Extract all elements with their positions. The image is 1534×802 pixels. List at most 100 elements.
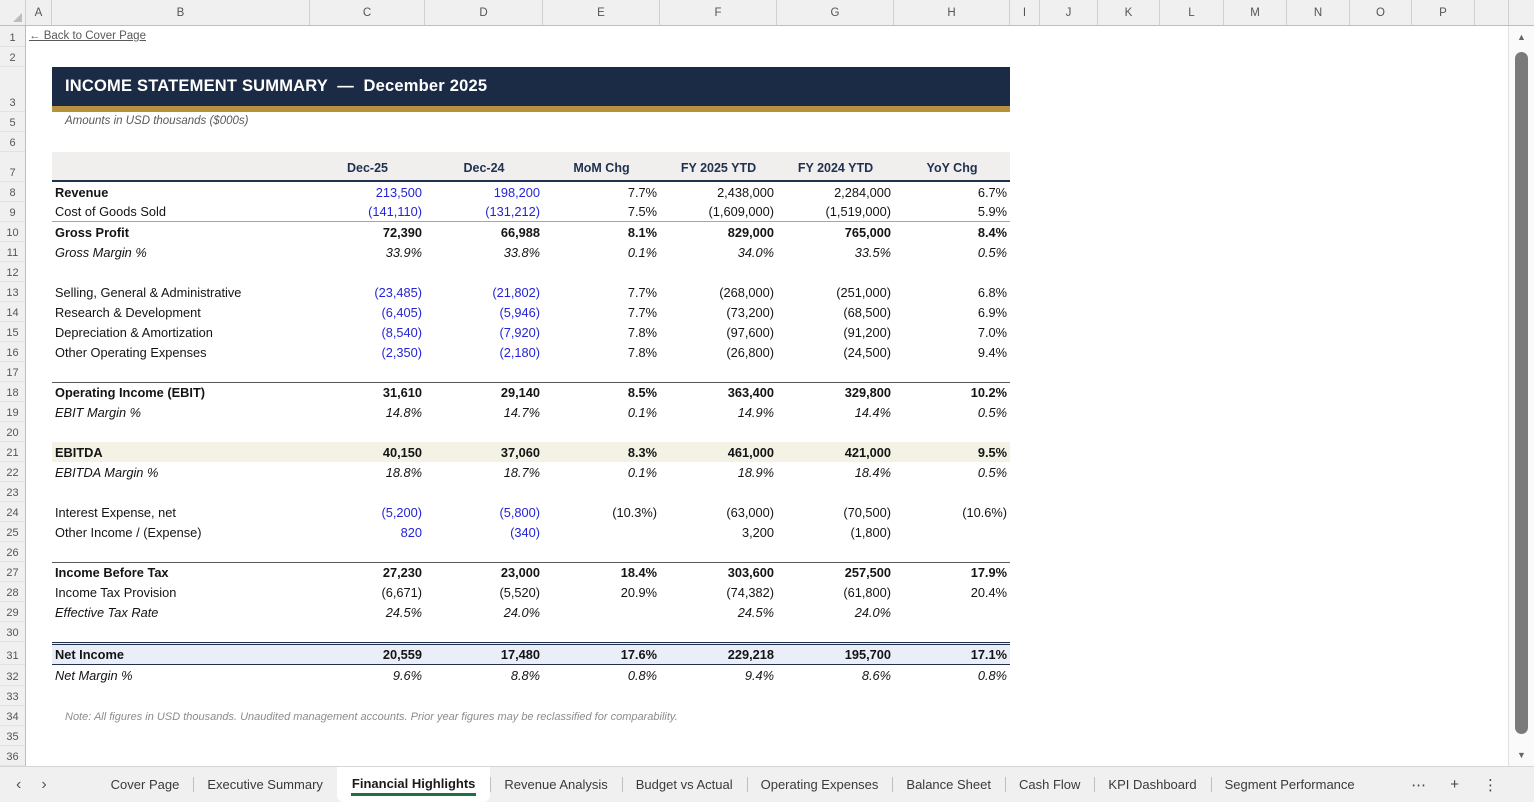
value-cell[interactable]: 0.5% <box>977 464 1007 480</box>
column-header-H[interactable]: H <box>894 0 1010 25</box>
value-cell[interactable]: 24.5% <box>737 604 774 620</box>
value-cell[interactable]: 17.6% <box>620 647 657 662</box>
value-cell[interactable]: 213,500 <box>375 184 422 200</box>
row-label[interactable]: Income Tax Provision <box>55 584 177 600</box>
column-header-E[interactable]: E <box>543 0 660 25</box>
value-cell[interactable]: (131,212) <box>485 204 540 219</box>
row-label[interactable]: Selling, General & Administrative <box>55 284 242 300</box>
value-cell[interactable]: 20,559 <box>382 647 422 662</box>
row-label[interactable]: Gross Profit <box>55 224 129 240</box>
row-label[interactable]: Effective Tax Rate <box>55 604 159 620</box>
row-label[interactable]: Net Margin % <box>55 668 133 683</box>
sheet-tab-executive-summary[interactable]: Executive Summary <box>193 767 337 802</box>
row-header-36[interactable]: 36 <box>0 746 25 766</box>
row-header-34[interactable]: 34 <box>0 706 25 726</box>
sheet-tab-segment-performance[interactable]: Segment Performance <box>1210 767 1369 802</box>
value-cell[interactable]: 6.8% <box>977 284 1007 300</box>
row-header-25[interactable]: 25 <box>0 522 25 542</box>
column-header-J[interactable]: J <box>1040 0 1098 25</box>
value-cell[interactable]: (8,540) <box>381 324 422 340</box>
row-header-13[interactable]: 13 <box>0 282 25 302</box>
value-cell[interactable]: 31,610 <box>382 385 422 400</box>
value-cell[interactable]: 33.8% <box>503 244 540 260</box>
value-cell[interactable]: (21,802) <box>492 284 540 300</box>
value-cell[interactable]: 8.6% <box>861 668 891 683</box>
value-cell[interactable]: 5.9% <box>977 204 1007 219</box>
value-cell[interactable]: 8.4% <box>977 224 1007 240</box>
value-cell[interactable]: 257,500 <box>844 565 891 580</box>
value-cell[interactable] <box>894 602 1010 622</box>
value-cell[interactable]: (5,800) <box>499 504 540 520</box>
row-label[interactable]: EBIT Margin % <box>55 404 142 420</box>
row-header-5[interactable]: 5 <box>0 112 25 132</box>
value-cell[interactable]: (2,180) <box>499 344 540 360</box>
value-cell[interactable]: 14.9% <box>737 404 774 420</box>
tab-menu-icon[interactable]: ⋮ <box>1483 776 1498 794</box>
back-to-cover-link[interactable]: ← Back to Cover Page <box>29 30 146 42</box>
column-header-G[interactable]: G <box>777 0 894 25</box>
sheet-tab-kpi-dashboard[interactable]: KPI Dashboard <box>1094 767 1210 802</box>
value-cell[interactable]: 363,400 <box>727 385 774 400</box>
value-cell[interactable]: 829,000 <box>727 224 774 240</box>
value-cell[interactable]: 421,000 <box>844 444 891 460</box>
row-header-7[interactable]: 7 <box>0 152 25 182</box>
value-cell[interactable]: 0.8% <box>627 668 657 683</box>
value-cell[interactable]: (70,500) <box>843 504 891 520</box>
value-cell[interactable]: 0.5% <box>977 404 1007 420</box>
sheet-tab-revenue-analysis[interactable]: Revenue Analysis <box>490 767 621 802</box>
row-label[interactable]: Research & Development <box>55 304 201 320</box>
value-cell[interactable]: 7.8% <box>627 344 657 360</box>
table-column-header[interactable]: Dec-24 <box>463 161 505 175</box>
table-column-header[interactable]: FY 2025 YTD <box>680 161 757 175</box>
row-label[interactable]: Net Income <box>55 647 124 662</box>
value-cell[interactable]: 0.1% <box>627 464 657 480</box>
column-header-P[interactable]: P <box>1412 0 1475 25</box>
value-cell[interactable]: (91,200) <box>843 324 891 340</box>
value-cell[interactable]: 37,060 <box>500 444 540 460</box>
value-cell[interactable]: 18.8% <box>385 464 422 480</box>
row-header-24[interactable]: 24 <box>0 502 25 522</box>
value-cell[interactable]: 0.8% <box>977 668 1007 683</box>
value-cell[interactable]: 6.9% <box>977 304 1007 320</box>
value-cell[interactable]: 2,438,000 <box>717 184 774 200</box>
column-header-O[interactable]: O <box>1350 0 1412 25</box>
value-cell[interactable]: (10.6%) <box>962 504 1007 520</box>
row-header-29[interactable]: 29 <box>0 602 25 622</box>
value-cell[interactable]: 9.5% <box>977 444 1007 460</box>
value-cell[interactable]: (268,000) <box>719 284 774 300</box>
row-label[interactable]: Other Operating Expenses <box>55 344 207 360</box>
row-header-21[interactable]: 21 <box>0 442 25 462</box>
sheet-tab-budget-vs-actual[interactable]: Budget vs Actual <box>621 767 747 802</box>
value-cell[interactable] <box>894 522 1010 542</box>
row-header-28[interactable]: 28 <box>0 582 25 602</box>
value-cell[interactable]: 9.4% <box>977 344 1007 360</box>
row-header-35[interactable]: 35 <box>0 726 25 746</box>
value-cell[interactable]: 0.1% <box>627 244 657 260</box>
row-header-26[interactable]: 26 <box>0 542 25 562</box>
row-header-23[interactable]: 23 <box>0 482 25 502</box>
value-cell[interactable]: 820 <box>400 524 422 540</box>
vertical-scrollbar[interactable]: ▲ ▼ <box>1508 26 1534 766</box>
sheet-tab-cash-flow[interactable]: Cash Flow <box>1004 767 1094 802</box>
value-cell[interactable]: (340) <box>510 524 540 540</box>
row-header-20[interactable]: 20 <box>0 422 25 442</box>
value-cell[interactable]: 7.5% <box>627 204 657 219</box>
row-label[interactable]: Operating Income (EBIT) <box>55 385 206 400</box>
value-cell[interactable]: 24.0% <box>503 604 540 620</box>
value-cell[interactable]: 6.7% <box>977 184 1007 200</box>
column-header-D[interactable]: D <box>425 0 543 25</box>
row-header-27[interactable]: 27 <box>0 562 25 582</box>
row-header-14[interactable]: 14 <box>0 302 25 322</box>
row-label[interactable]: Cost of Goods Sold <box>55 204 166 219</box>
row-header-17[interactable]: 17 <box>0 362 25 382</box>
row-label[interactable]: Interest Expense, net <box>55 504 176 520</box>
row-label[interactable]: Gross Margin % <box>55 244 147 260</box>
value-cell[interactable]: 20.4% <box>970 584 1007 600</box>
row-label[interactable]: EBITDA <box>55 444 103 460</box>
value-cell[interactable]: (73,200) <box>726 304 774 320</box>
value-cell[interactable]: 33.9% <box>385 244 422 260</box>
row-header-3[interactable]: 3 <box>0 67 25 112</box>
value-cell[interactable]: 14.4% <box>854 404 891 420</box>
value-cell[interactable]: (1,609,000) <box>708 204 774 219</box>
more-sheets-icon[interactable]: ⋯ <box>1411 776 1427 794</box>
